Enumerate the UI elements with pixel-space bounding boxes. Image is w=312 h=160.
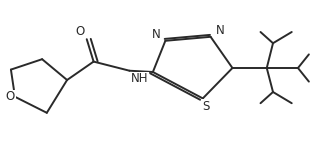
Text: NH: NH — [131, 72, 149, 85]
Text: S: S — [202, 100, 210, 113]
Text: O: O — [6, 90, 15, 103]
Text: N: N — [216, 24, 224, 37]
Text: N: N — [152, 28, 160, 41]
Text: O: O — [76, 25, 85, 38]
